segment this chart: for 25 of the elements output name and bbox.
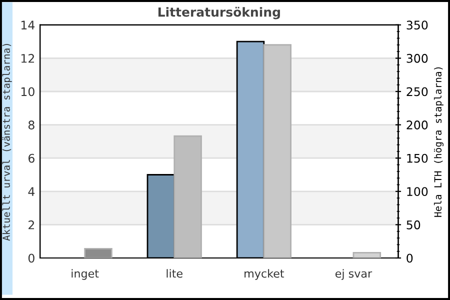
y2-tick-label: 50: [406, 220, 420, 230]
x-tick-label: inget: [72, 269, 99, 280]
y2-tick-label: 200: [406, 120, 428, 130]
bar: [84, 248, 112, 258]
y2-tick-label: 0: [406, 254, 413, 263]
y2-axis-title: Hela LTH (högra staplarna): [434, 67, 444, 217]
y-tick-label: 8: [28, 120, 34, 130]
y2-tick-label: 300: [406, 54, 428, 63]
y-tick-label: 4: [28, 187, 35, 196]
y-tick-label: 12: [21, 54, 34, 63]
x-tick-label: lite: [166, 269, 182, 278]
bar: [352, 252, 382, 258]
chart-title: Litteratursökning: [158, 6, 280, 20]
x-tick-label: mycket: [244, 269, 284, 280]
x-tick-label: ej svar: [335, 269, 372, 280]
y2-tick-label: 150: [407, 154, 428, 163]
y-tick-label: 2: [28, 220, 34, 230]
y2-tick-label: 350: [406, 20, 428, 30]
y-tick-label: 10: [21, 87, 34, 96]
y2-tick-label: 250: [406, 87, 428, 96]
y2-tick-label: 100: [407, 187, 428, 196]
y-tick-label: 6: [28, 154, 34, 163]
y-axis-title: Aktuellt urval (vänstra staplarna): [2, 44, 12, 241]
y-tick-label: 0: [28, 254, 34, 263]
y-tick-label: 14: [21, 20, 35, 30]
